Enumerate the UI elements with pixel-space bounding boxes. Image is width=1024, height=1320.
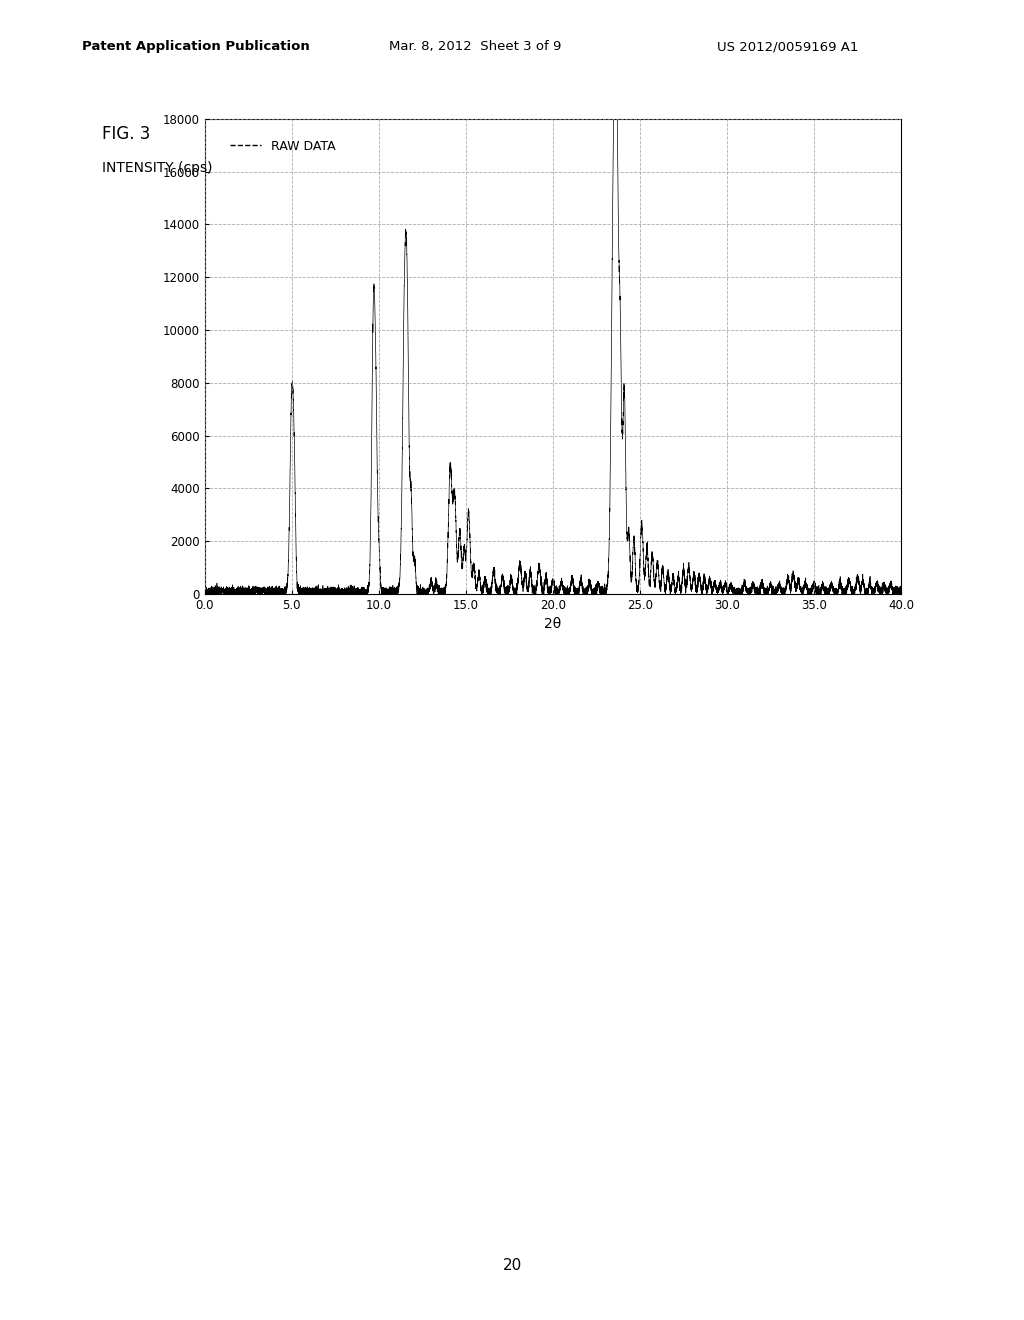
Text: INTENSITY (cps): INTENSITY (cps) [102,161,213,174]
Text: Patent Application Publication: Patent Application Publication [82,40,309,53]
X-axis label: 2θ: 2θ [545,618,561,631]
Text: 20: 20 [503,1258,521,1272]
Text: US 2012/0059169 A1: US 2012/0059169 A1 [717,40,858,53]
Legend: RAW DATA: RAW DATA [225,135,341,157]
Text: Mar. 8, 2012  Sheet 3 of 9: Mar. 8, 2012 Sheet 3 of 9 [389,40,561,53]
Text: FIG. 3: FIG. 3 [102,124,151,143]
